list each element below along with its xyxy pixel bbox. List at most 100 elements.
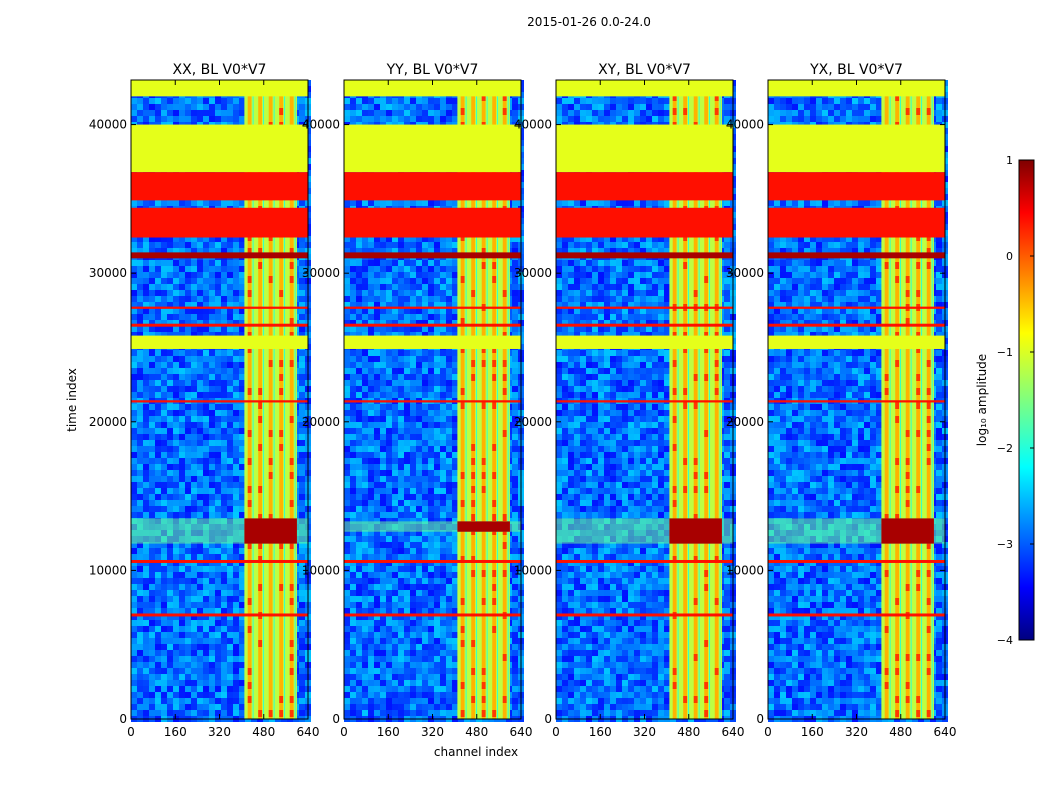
heatmap-cell	[416, 116, 422, 122]
heatmap-cell	[161, 662, 167, 668]
heatmap-cell	[179, 656, 185, 662]
heatmap-cell	[299, 620, 305, 626]
heatmap-cell	[368, 200, 374, 206]
heatmap-cell	[299, 284, 305, 290]
heatmap-cell	[446, 362, 452, 368]
heatmap-cell	[422, 104, 428, 110]
heatmap-cell	[398, 110, 404, 116]
heatmap-cell	[179, 500, 185, 506]
heatmap-cell	[209, 200, 215, 206]
heatmap-cell	[416, 98, 422, 104]
heatmap-cell	[374, 326, 380, 332]
heatmap-cell	[149, 578, 155, 584]
heatmap-cell	[131, 200, 137, 206]
heatmap-cell	[368, 284, 374, 290]
heatmap-cell	[191, 692, 197, 698]
heatmap-cell	[191, 434, 197, 440]
heatmap-cell	[143, 554, 149, 560]
heatmap-cell	[299, 548, 305, 554]
heatmap-cell	[434, 248, 440, 254]
heatmap-cell	[167, 386, 173, 392]
heatmap-cell	[215, 362, 221, 368]
heatmap-cell	[221, 572, 227, 578]
heatmap-cell	[185, 494, 191, 500]
heatmap-cell	[299, 266, 305, 272]
heatmap-cell	[179, 494, 185, 500]
heatmap-cell	[440, 242, 446, 248]
heatmap-cell	[185, 332, 191, 338]
heatmap-cell	[227, 644, 233, 650]
band-gap	[273, 80, 275, 719]
heatmap-cell	[167, 632, 173, 638]
heatmap-cell	[179, 542, 185, 548]
heatmap-cell	[137, 626, 143, 632]
heatmap-cell	[197, 662, 203, 668]
heatmap-cell	[209, 620, 215, 626]
heatmap-cell	[173, 446, 179, 452]
heatmap-cell	[203, 482, 209, 488]
heatmap-cell	[179, 698, 185, 704]
band-speckle	[268, 472, 273, 479]
heatmap-cell	[239, 686, 245, 692]
heatmap-cell	[446, 272, 452, 278]
heatmap-cell	[131, 350, 137, 356]
heatmap-cell	[197, 674, 203, 680]
heatmap-cell	[203, 614, 209, 620]
band-speckle	[289, 318, 294, 325]
heatmap-cell	[203, 494, 209, 500]
heatmap-cell	[350, 272, 356, 278]
heatmap-cell	[446, 314, 452, 320]
heatmap-cell	[137, 350, 143, 356]
heatmap-cell	[173, 200, 179, 206]
band-gap	[294, 80, 296, 719]
heatmap-cell	[173, 278, 179, 284]
heatmap-cell	[233, 98, 239, 104]
heatmap-cell	[161, 278, 167, 284]
heatmap-cell	[428, 356, 434, 362]
heatmap-cell	[422, 290, 428, 296]
heatmap-cell	[191, 476, 197, 482]
heatmap-cell	[512, 302, 518, 308]
heatmap-cell	[185, 374, 191, 380]
heatmap-cell	[185, 296, 191, 302]
heatmap-cell	[191, 422, 197, 428]
heatmap-cell	[344, 248, 350, 254]
heatmap-cell	[191, 410, 197, 416]
heatmap-cell	[362, 386, 368, 392]
heatmap-cell	[215, 566, 221, 572]
heatmap-cell	[404, 350, 410, 356]
heatmap-cell	[233, 350, 239, 356]
heatmap-cell	[299, 416, 305, 422]
heatmap-cell	[137, 494, 143, 500]
heatmap-cell	[239, 632, 245, 638]
heatmap-cell	[167, 464, 173, 470]
heatmap-cell	[203, 104, 209, 110]
heatmap-cell	[131, 314, 137, 320]
heatmap-cell	[191, 332, 197, 338]
heatmap-cell	[428, 386, 434, 392]
heatmap-cell	[221, 410, 227, 416]
heatmap-cell	[173, 608, 179, 614]
heatmap-cell	[398, 284, 404, 290]
heatmap-cell	[185, 608, 191, 614]
heatmap-cell	[221, 584, 227, 590]
heatmap-cell	[149, 554, 155, 560]
heatmap-cell	[131, 428, 137, 434]
band-speckle	[289, 584, 294, 591]
heatmap-cell	[197, 242, 203, 248]
heatmap-cell	[410, 242, 416, 248]
heatmap-cell	[197, 410, 203, 416]
heatmap-cell	[344, 404, 350, 410]
heatmap-cell	[161, 272, 167, 278]
heatmap-cell	[215, 596, 221, 602]
heatmap-cell	[344, 278, 350, 284]
heatmap-cell	[299, 488, 305, 494]
heatmap-cell	[173, 314, 179, 320]
heatmap-cell	[197, 704, 203, 710]
heatmap-cell	[131, 596, 137, 602]
heatmap-cell	[215, 350, 221, 356]
heatmap-cell	[233, 470, 239, 476]
heatmap-cell	[410, 266, 416, 272]
heatmap-cell	[344, 362, 350, 368]
heatmap-cell	[239, 380, 245, 386]
